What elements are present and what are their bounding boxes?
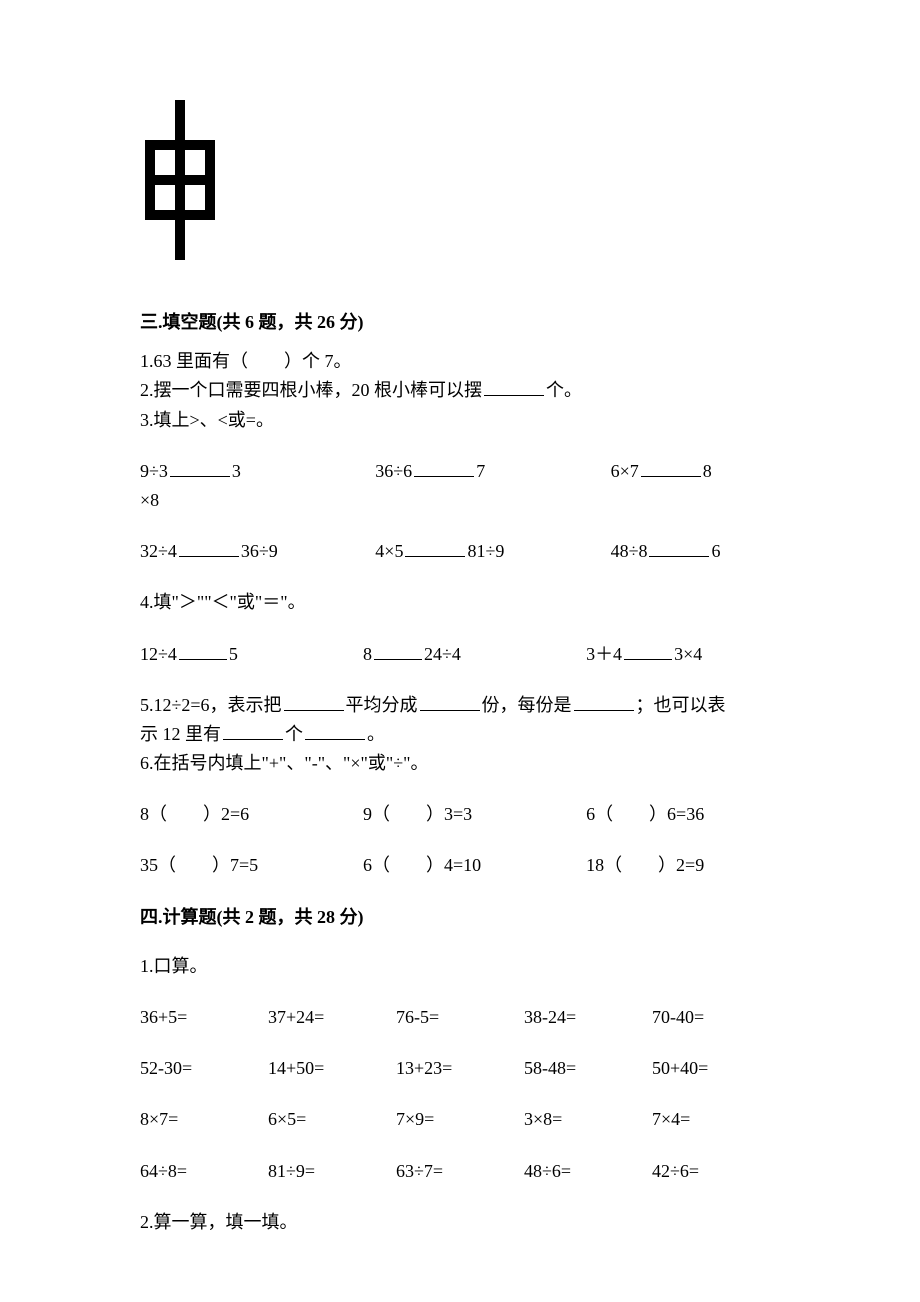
cell: 824÷4	[363, 642, 586, 667]
calc-cell: 76-5=	[396, 1005, 524, 1030]
section3-heading: 三.填空题(共 6 题，共 26 分)	[140, 310, 780, 335]
calc-cell: 36+5=	[140, 1005, 268, 1030]
calc-row: 8×7=6×5=7×9=3×8=7×4=	[140, 1107, 780, 1132]
cell: 32÷436÷9	[140, 539, 375, 564]
q4-1: 1.口算。	[140, 954, 780, 979]
calc-cell: 81÷9=	[268, 1159, 396, 1184]
calc-cell: 70-40=	[652, 1005, 780, 1030]
blank[interactable]	[649, 539, 709, 557]
cell: 6（ ）6=36	[586, 802, 780, 827]
calc-cell: 14+50=	[268, 1056, 396, 1081]
q3-2: 2.摆一个口需要四根小棒，20 根小棒可以摆 个。	[140, 378, 780, 403]
cell: 48÷86	[611, 539, 780, 564]
cell: 6×78	[611, 459, 780, 484]
calc-cell: 58-48=	[524, 1056, 652, 1081]
calc-rows-container: 36+5=37+24=76-5=38-24=70-40= 52-30=14+50=…	[140, 1005, 780, 1210]
cell: 18（ ）2=9	[586, 853, 780, 878]
calc-cell: 48÷6=	[524, 1159, 652, 1184]
q3-3: 3.填上>、<或=。	[140, 408, 780, 433]
q4-2: 2.算一算，填一填。	[140, 1210, 780, 1235]
blank[interactable]	[170, 459, 230, 477]
blank[interactable]	[284, 693, 344, 711]
q3-3-row2: 32÷436÷9 4×581÷9 48÷86	[140, 539, 780, 564]
q3-3-row1: 9÷33 36÷67 6×78	[140, 459, 780, 484]
blank[interactable]	[374, 642, 422, 660]
cell: 9（ ）3=3	[363, 802, 586, 827]
q3-4-row: 12÷45 824÷4 3＋43×4	[140, 642, 780, 667]
blank[interactable]	[414, 459, 474, 477]
cell: 12÷45	[140, 642, 363, 667]
blank[interactable]	[484, 378, 544, 396]
blank[interactable]	[305, 722, 365, 740]
calc-cell: 6×5=	[268, 1107, 396, 1132]
calc-cell: 7×9=	[396, 1107, 524, 1132]
calc-cell: 3×8=	[524, 1107, 652, 1132]
calc-cell: 8×7=	[140, 1107, 268, 1132]
blank[interactable]	[624, 642, 672, 660]
cell: 3＋43×4	[586, 642, 780, 667]
cell: 4×581÷9	[375, 539, 610, 564]
blank[interactable]	[641, 459, 701, 477]
calc-row: 64÷8=81÷9=63÷7=48÷6=42÷6=	[140, 1159, 780, 1184]
cell: 8（ ）2=6	[140, 802, 363, 827]
cell: 6（ ）4=10	[363, 853, 586, 878]
calc-cell: 37+24=	[268, 1005, 396, 1030]
calc-cell: 64÷8=	[140, 1159, 268, 1184]
q3-6: 6.在括号内填上"+"、"-"、"×"或"÷"。	[140, 751, 780, 776]
calc-cell: 42÷6=	[652, 1159, 780, 1184]
calc-cell: 52-30=	[140, 1056, 268, 1081]
calc-cell: 7×4=	[652, 1107, 780, 1132]
calc-cell: 50+40=	[652, 1056, 780, 1081]
q3-1: 1.63 里面有（ ）个 7。	[140, 349, 780, 374]
q3-2-b: 个。	[546, 380, 582, 400]
q3-6-row2: 35（ ）7=5 6（ ）4=10 18（ ）2=9	[140, 853, 780, 878]
calc-row: 36+5=37+24=76-5=38-24=70-40=	[140, 1005, 780, 1030]
blank[interactable]	[223, 722, 283, 740]
q3-4: 4.填"＞""＜"或"＝"。	[140, 590, 780, 615]
calc-cell: 63÷7=	[396, 1159, 524, 1184]
q3-2-a: 2.摆一个口需要四根小棒，20 根小棒可以摆	[140, 380, 482, 400]
q3-5-line2: 示 12 里有个。	[140, 722, 780, 747]
calc-cell: 13+23=	[396, 1056, 524, 1081]
shen-character-icon	[140, 100, 780, 260]
q3-5-line1: 5.12÷2=6，表示把平均分成份，每份是；也可以表	[140, 693, 780, 718]
blank[interactable]	[420, 693, 480, 711]
blank[interactable]	[405, 539, 465, 557]
blank[interactable]	[574, 693, 634, 711]
blank[interactable]	[179, 642, 227, 660]
cell: 9÷33	[140, 459, 375, 484]
blank[interactable]	[179, 539, 239, 557]
cell: 35（ ）7=5	[140, 853, 363, 878]
section4-heading: 四.计算题(共 2 题，共 28 分)	[140, 905, 780, 930]
q3-6-row1: 8（ ）2=6 9（ ）3=3 6（ ）6=36	[140, 802, 780, 827]
calc-row: 52-30=14+50=13+23=58-48=50+40=	[140, 1056, 780, 1081]
q3-3-row1-tail: ×8	[140, 488, 780, 513]
calc-cell: 38-24=	[524, 1005, 652, 1030]
cell: 36÷67	[375, 459, 610, 484]
